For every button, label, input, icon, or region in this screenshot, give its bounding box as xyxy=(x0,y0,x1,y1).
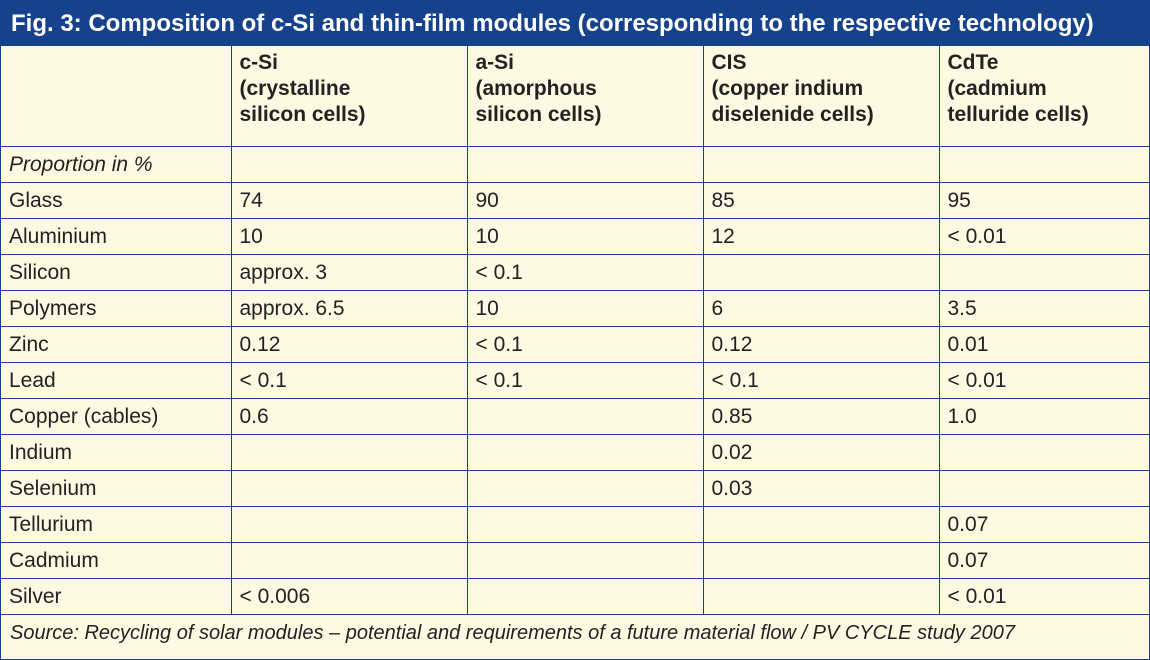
table-cell xyxy=(230,146,468,183)
row-label: Zinc xyxy=(1,326,232,363)
table-cell: approx. 3 xyxy=(230,254,468,291)
header-cell-c-si: c-Si (crystalline silicon cells) xyxy=(230,46,468,147)
table-cell xyxy=(466,506,704,543)
table-cell: < 0.1 xyxy=(466,254,704,291)
table-cell xyxy=(466,578,704,615)
table-header-row: c-Si (crystalline silicon cells) a-Si (a… xyxy=(1,46,1149,147)
table-cell xyxy=(702,254,940,291)
header-cell-cis: CIS (copper indium diselenide cells) xyxy=(702,46,940,147)
table-cell: < 0.1 xyxy=(230,362,468,399)
row-label: Copper (cables) xyxy=(1,398,232,435)
table-cell: 90 xyxy=(466,182,704,219)
table-cell: 3.5 xyxy=(938,290,1149,327)
table-cell xyxy=(230,542,468,579)
table-cell: 10 xyxy=(230,218,468,255)
table-cell xyxy=(466,470,704,507)
table-cell: 95 xyxy=(938,182,1149,219)
table-cell: 6 xyxy=(702,290,940,327)
figure-title: Fig. 3: Composition of c-Si and thin-fil… xyxy=(1,1,1149,46)
row-label: Silicon xyxy=(1,254,232,291)
table-cell: 10 xyxy=(466,218,704,255)
table-cell: < 0.01 xyxy=(938,578,1149,615)
table-cell xyxy=(466,542,704,579)
row-label: Lead xyxy=(1,362,232,399)
composition-table: c-Si (crystalline silicon cells) a-Si (a… xyxy=(1,46,1149,615)
table-row: Tellurium 0.07 xyxy=(1,506,1149,543)
table-cell xyxy=(466,434,704,471)
table-cell: < 0.01 xyxy=(938,218,1149,255)
table-cell: 0.03 xyxy=(702,470,940,507)
table-cell xyxy=(230,506,468,543)
table-row: Cadmium 0.07 xyxy=(1,542,1149,579)
table-row: Glass 74 90 85 95 xyxy=(1,182,1149,219)
table-cell xyxy=(230,470,468,507)
table-cell: < 0.1 xyxy=(466,362,704,399)
table-cell: 0.6 xyxy=(230,398,468,435)
table-row: Polymers approx. 6.5 10 6 3.5 xyxy=(1,290,1149,327)
table-cell: 10 xyxy=(466,290,704,327)
table-cell: 0.12 xyxy=(702,326,940,363)
row-label: Indium xyxy=(1,434,232,471)
table-row: Selenium 0.03 xyxy=(1,470,1149,507)
table-cell xyxy=(702,542,940,579)
table-cell: < 0.1 xyxy=(702,362,940,399)
table-cell: 0.07 xyxy=(938,506,1149,543)
table-cell: < 0.01 xyxy=(938,362,1149,399)
table-cell: 0.85 xyxy=(702,398,940,435)
table-cell: < 0.006 xyxy=(230,578,468,615)
table-cell: 0.02 xyxy=(702,434,940,471)
header-cell-cdte: CdTe (cadmium telluride cells) xyxy=(938,46,1149,147)
table-cell xyxy=(466,398,704,435)
row-label: Glass xyxy=(1,182,232,219)
row-label: Cadmium xyxy=(1,542,232,579)
table-cell: < 0.1 xyxy=(466,326,704,363)
table-cell: 0.01 xyxy=(938,326,1149,363)
table-row: Copper (cables) 0.6 0.85 1.0 xyxy=(1,398,1149,435)
table-cell xyxy=(938,470,1149,507)
table-cell xyxy=(466,146,704,183)
table-row: Silver < 0.006 < 0.01 xyxy=(1,578,1149,615)
row-label: Polymers xyxy=(1,290,232,327)
table-cell xyxy=(230,434,468,471)
table-cell xyxy=(938,254,1149,291)
header-cell-empty xyxy=(1,46,232,147)
table-row: Lead < 0.1 < 0.1 < 0.1 < 0.01 xyxy=(1,362,1149,399)
source-note: Source: Recycling of solar modules – pot… xyxy=(10,622,1015,644)
table-cell: 74 xyxy=(230,182,468,219)
row-label: Tellurium xyxy=(1,506,232,543)
table-cell: 0.07 xyxy=(938,542,1149,579)
row-label: Silver xyxy=(1,578,232,615)
table-row: Silicon approx. 3 < 0.1 xyxy=(1,254,1149,291)
row-label: Proportion in % xyxy=(1,146,232,183)
table-row: Proportion in % xyxy=(1,146,1149,183)
table-cell xyxy=(702,578,940,615)
table-row: Aluminium 10 10 12 < 0.01 xyxy=(1,218,1149,255)
table-cell: 12 xyxy=(702,218,940,255)
table-row: Zinc 0.12 < 0.1 0.12 0.01 xyxy=(1,326,1149,363)
row-label: Selenium xyxy=(1,470,232,507)
table-cell: 0.12 xyxy=(230,326,468,363)
table-cell: approx. 6.5 xyxy=(230,290,468,327)
table-cell xyxy=(938,146,1149,183)
table-cell: 85 xyxy=(702,182,940,219)
row-label: Aluminium xyxy=(1,218,232,255)
table-row: Indium 0.02 xyxy=(1,434,1149,471)
header-cell-a-si: a-Si (amorphous silicon cells) xyxy=(466,46,704,147)
table-cell xyxy=(702,506,940,543)
table-cell xyxy=(702,146,940,183)
table-cell xyxy=(938,434,1149,471)
table-cell: 1.0 xyxy=(938,398,1149,435)
